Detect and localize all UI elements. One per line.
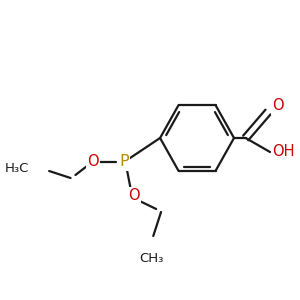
Text: OH: OH	[272, 145, 295, 160]
Text: P: P	[119, 154, 129, 169]
Text: H₃C: H₃C	[4, 161, 29, 175]
Text: O: O	[128, 188, 140, 203]
Text: O: O	[87, 154, 99, 169]
Text: O: O	[272, 98, 284, 113]
Text: CH₃: CH₃	[139, 252, 164, 265]
